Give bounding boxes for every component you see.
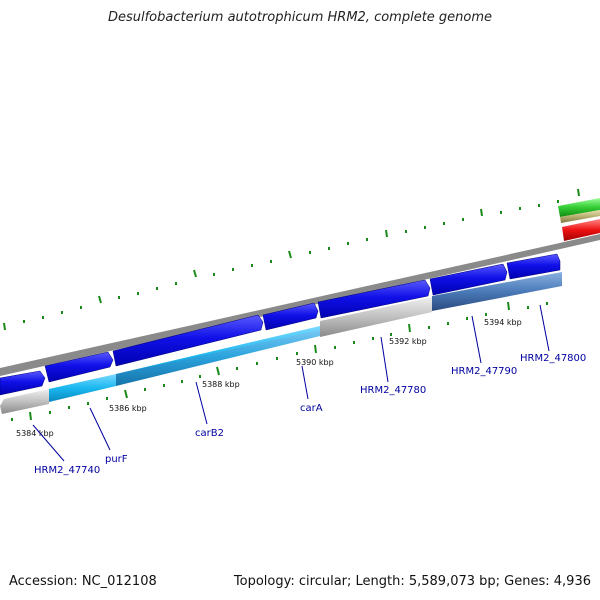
gene-label-hrm2-47800[interactable]: HRM2_47800 (520, 353, 586, 364)
gene-label-purf[interactable]: purF (105, 454, 128, 465)
cds-reverse[interactable] (116, 330, 320, 386)
cds-reverse[interactable] (49, 374, 116, 402)
gene-label-hrm2-47790[interactable]: HRM2_47790 (451, 366, 517, 377)
cds-reverse[interactable] (0, 389, 49, 414)
genome-summary-text: Topology: circular; Length: 5,589,073 bp… (233, 574, 591, 589)
cds-reverse[interactable] (432, 272, 562, 311)
forward-strand (0, 253, 561, 396)
cds-forward[interactable] (429, 263, 508, 296)
gene-label-carb2[interactable]: carB2 (195, 428, 224, 439)
cds-forward[interactable] (506, 253, 561, 280)
cds-reverse[interactable] (320, 297, 432, 337)
gene-leader-lines (32, 304, 550, 462)
cds-forward[interactable] (0, 370, 46, 396)
reverse-strand (0, 272, 562, 414)
gene-label-hrm2-47740[interactable]: HRM2_47740 (34, 465, 100, 476)
kbp-label-5390: 5390 kbp (296, 358, 334, 367)
outer-dot-row (23, 200, 559, 323)
kbp-label-5384: 5384 kbp (16, 429, 54, 438)
accession-text: Accession: NC_012108 (9, 574, 157, 589)
kbp-label-5388: 5388 kbp (202, 380, 240, 389)
inner-dot-row (11, 302, 548, 421)
map-title: Desulfobacterium autotrophicum HRM2, com… (107, 10, 493, 25)
cds-forward[interactable] (317, 279, 431, 319)
inner-tick-row (29, 301, 510, 421)
cds-forward[interactable] (112, 314, 264, 367)
gene-label-hrm2-47780[interactable]: HRM2_47780 (360, 385, 426, 396)
outer-tick-row (3, 188, 580, 331)
genome-backbone (0, 234, 600, 376)
gene-label-cara[interactable]: carA (300, 403, 323, 414)
ring-red (562, 219, 600, 241)
cds-forward[interactable] (262, 302, 319, 331)
kbp-label-5394: 5394 kbp (484, 318, 522, 327)
kbp-label-5386: 5386 kbp (109, 404, 147, 413)
cds-forward[interactable] (44, 351, 114, 383)
kbp-label-5392: 5392 kbp (389, 337, 427, 346)
ring-green (558, 198, 600, 217)
ring-olive (560, 210, 600, 223)
